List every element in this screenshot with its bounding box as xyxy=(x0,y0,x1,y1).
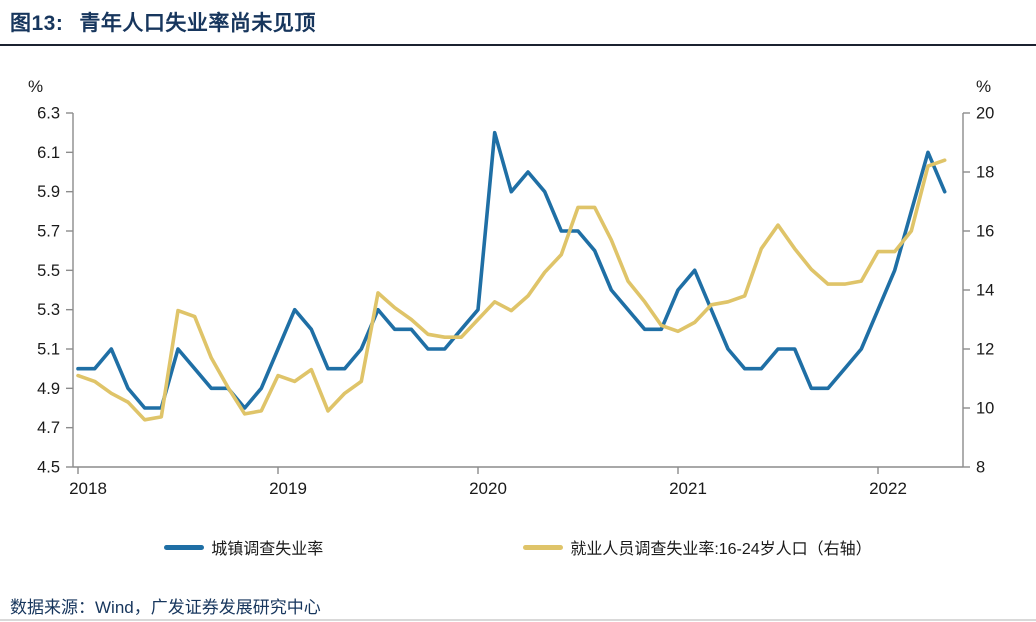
bottom-divider xyxy=(0,619,1036,621)
x-axis-tick-label: 2020 xyxy=(469,479,507,498)
chart-legend: 城镇调查失业率 就业人员调查失业率:16-24岁人口（右轴） xyxy=(0,535,1036,559)
figure-title-text: 青年人口失业率尚未见顶 xyxy=(79,12,316,35)
left-axis-tick-label: 5.9 xyxy=(37,183,60,201)
x-axis-tick-label: 2019 xyxy=(269,479,307,498)
left-axis-tick-label: 4.5 xyxy=(37,459,60,477)
left-axis-tick-label: 4.7 xyxy=(37,419,60,437)
right-axis-tick-label: 16 xyxy=(976,223,994,241)
right-axis-tick-label: 14 xyxy=(976,282,994,300)
series-line-urban-rate xyxy=(76,130,947,410)
left-axis-unit-label: % xyxy=(28,77,43,96)
data-source-note: 数据来源：Wind，广发证券发展研究中心 xyxy=(10,598,321,617)
x-axis-tick-label: 2021 xyxy=(669,479,707,498)
x-axis-tick-label: 2018 xyxy=(69,479,107,498)
left-axis-tick-label: 5.3 xyxy=(37,301,60,319)
legend-label-youth-rate: 就业人员调查失业率:16-24岁人口（右轴） xyxy=(570,541,872,558)
title-divider xyxy=(0,44,1036,46)
legend-item-urban-rate: 城镇调查失业率 xyxy=(164,535,323,559)
figure-number-label: 图13: xyxy=(10,12,64,35)
left-axis-tick-label: 5.1 xyxy=(37,341,60,359)
x-axis-tick-label: 2022 xyxy=(869,479,907,498)
series-line-youth-rate xyxy=(76,158,947,422)
right-axis-tick-label: 12 xyxy=(976,341,994,359)
legend-line-swatch-blue xyxy=(164,544,205,550)
right-axis-tick-label: 8 xyxy=(976,459,985,477)
left-axis-tick-label: 4.9 xyxy=(37,380,60,398)
page-title: 图13: 青年人口失业率尚未见顶 xyxy=(10,7,316,37)
left-axis-tick-label: 5.5 xyxy=(37,262,60,280)
right-axis-tick-label: 20 xyxy=(976,105,994,123)
right-axis-unit-label: % xyxy=(976,77,991,96)
right-axis-tick-label: 10 xyxy=(976,400,994,418)
right-axis-tick-label: 18 xyxy=(976,164,994,182)
left-axis-tick-label: 5.7 xyxy=(37,223,60,241)
left-axis-tick-label: 6.1 xyxy=(37,144,60,162)
legend-label-urban-rate: 城镇调查失业率 xyxy=(211,541,324,558)
legend-line-swatch-yellow xyxy=(523,544,564,550)
legend-item-youth-rate: 就业人员调查失业率:16-24岁人口（右轴） xyxy=(523,535,872,559)
left-axis-tick-label: 6.3 xyxy=(37,105,60,123)
